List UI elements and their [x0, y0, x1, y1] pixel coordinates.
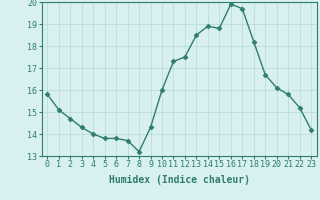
X-axis label: Humidex (Indice chaleur): Humidex (Indice chaleur): [109, 175, 250, 185]
